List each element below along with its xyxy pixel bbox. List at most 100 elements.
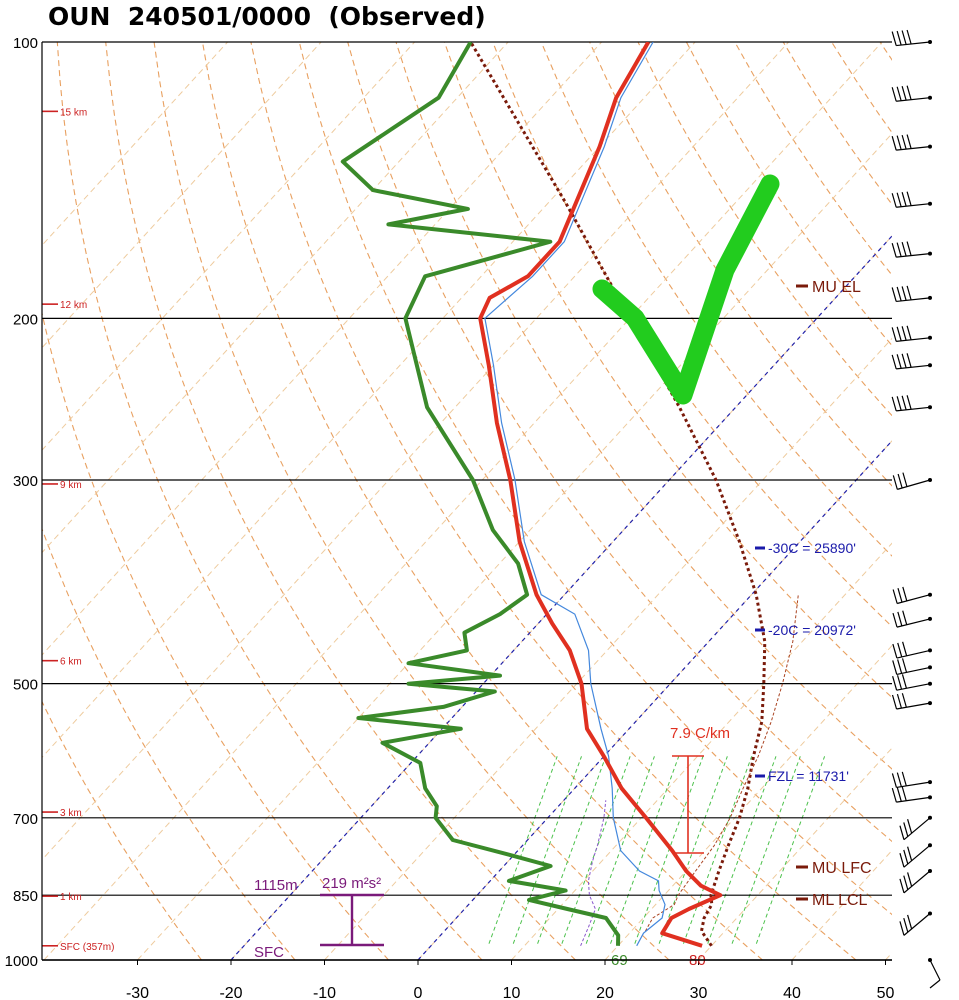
isotherm — [42, 42, 416, 451]
wind-barb-feather — [901, 241, 907, 257]
wind-barb-feather — [891, 327, 897, 342]
isotherm — [42, 42, 603, 656]
wind-barb-feather — [891, 193, 897, 208]
wind-barb-shaft — [897, 479, 931, 490]
wind-barb-shaft — [896, 702, 931, 710]
wind-barb-feather — [896, 396, 902, 411]
wind-barb — [891, 29, 932, 47]
wind-barb-feather — [897, 473, 903, 489]
wind-barb-shaft — [896, 364, 931, 370]
wind-barb-shaft — [896, 337, 931, 342]
wind-barb-feather — [892, 475, 898, 490]
mixing-ratio-line — [658, 756, 728, 944]
height-label: 3 km — [60, 808, 82, 819]
wind-barb-feather — [892, 612, 898, 628]
pressure-tick-label: 500 — [13, 677, 38, 694]
wind-barb-feather — [891, 87, 897, 102]
wind-barb-shaft — [929, 959, 941, 981]
wind-barb — [892, 586, 932, 605]
dry-adiabat — [56, 42, 483, 960]
wind-barb — [899, 843, 932, 868]
height-label: 6 km — [60, 657, 82, 668]
wind-barb — [899, 869, 932, 894]
dewpoint-trace — [340, 42, 621, 946]
wind-barb-feather — [896, 86, 902, 101]
wind-barb-feather — [896, 772, 902, 787]
wind-barb-shaft — [896, 297, 931, 303]
wetbulb-trace — [580, 800, 607, 946]
wind-barb-feather — [901, 771, 907, 787]
ml-lcl-label: ML LCL — [812, 892, 868, 909]
wind-barb-flag — [929, 979, 941, 989]
temperature-tick-label: -10 — [313, 985, 336, 1000]
wind-barb-feather — [903, 822, 909, 837]
wind-barb-feather — [906, 191, 912, 206]
wind-barb — [891, 693, 932, 710]
wind-barb-feather — [907, 914, 913, 930]
wind-barb-feather — [903, 849, 909, 865]
wind-barbs — [891, 29, 941, 989]
wind-barb-feather — [896, 354, 902, 369]
inflow-top-label: 1115m — [254, 877, 298, 894]
mixing-ratio-line — [610, 756, 680, 944]
isotherm — [230, 235, 892, 960]
wind-barb — [892, 658, 932, 676]
wind-barb-shaft — [896, 406, 931, 412]
wind-barb-feather — [901, 134, 907, 150]
wind-barb-feather — [906, 395, 912, 410]
wind-barb-feather — [901, 786, 907, 801]
wind-barb-feather — [891, 773, 897, 788]
wind-barb-feather — [892, 676, 898, 691]
wind-barb-feather — [899, 852, 905, 868]
virtual-temperature-trace — [484, 42, 666, 947]
wind-barb-shaft — [903, 844, 931, 868]
pressure-tick-label: 100 — [13, 35, 38, 52]
wind-barb — [892, 674, 932, 691]
wind-barb — [892, 610, 932, 628]
wind-barb-feather — [891, 354, 897, 370]
wind-barb-feather — [901, 693, 907, 708]
dry-adiabat — [492, 42, 892, 628]
mixing-ratio-line — [731, 756, 801, 944]
wind-barb-shaft — [897, 594, 931, 605]
wind-barb-feather — [902, 610, 908, 625]
wind-barb-feather — [891, 787, 897, 803]
srh-label: 219 m²s² — [322, 875, 381, 892]
wind-barb-feather — [901, 286, 907, 301]
isotherm — [137, 132, 892, 960]
wind-barb — [891, 395, 932, 412]
wind-barb-feather — [896, 787, 902, 802]
wind-barb-feather — [901, 353, 907, 368]
wind-barb-feather — [902, 586, 908, 602]
mixing-ratio-line — [488, 756, 558, 944]
dry-adiabat — [540, 42, 892, 557]
axis-labels: 100 200 300 500 700 850 1000 -30 -20 -10 0 10 20 30 40… — [5, 35, 895, 1000]
wind-barb-feather — [892, 660, 898, 675]
isotherm — [42, 42, 790, 861]
wind-barb — [928, 958, 941, 989]
chart-title: OUN 240501/0000 (Observed) — [48, 2, 486, 31]
wind-barb-feather — [906, 134, 912, 149]
wind-barb-shaft — [896, 683, 931, 691]
wind-barb-feather — [896, 326, 902, 341]
temperature-tick-label: -30 — [126, 985, 149, 1000]
dry-adiabat — [928, 42, 959, 960]
wind-barb — [891, 325, 932, 342]
wind-barb-feather — [902, 641, 908, 656]
isotherm — [43, 42, 883, 960]
wind-barb-feather — [896, 192, 902, 207]
wind-barb-feather — [901, 674, 908, 689]
wind-barb — [891, 134, 932, 151]
wind-barb-feather — [896, 242, 902, 257]
wind-barb — [891, 241, 932, 258]
plot-area — [42, 42, 892, 960]
dry-adiabat — [637, 42, 892, 417]
wind-barb-feather — [906, 285, 912, 301]
wind-barb — [899, 911, 932, 936]
temperature-tick-label: 30 — [690, 985, 708, 1000]
wind-barb-feather — [897, 588, 903, 603]
wind-barb-feather — [906, 85, 912, 100]
dry-adiabat — [201, 42, 763, 960]
annotations: MU EL MU LFC ML LCL -30C = 25890' -20C = 209… — [254, 279, 872, 969]
